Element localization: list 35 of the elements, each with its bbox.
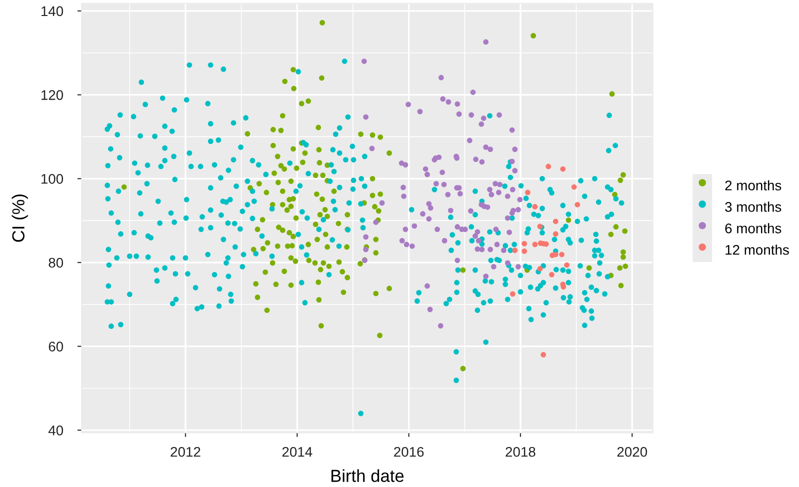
point [560,166,566,172]
point [522,240,528,246]
x-tick-label: 2018 [506,446,536,457]
point [532,242,538,248]
x-tick-label: 2016 [394,446,424,457]
x-tick-label: 2014 [282,446,312,457]
point [525,190,530,196]
point [552,231,558,237]
point [532,204,538,210]
point [546,164,552,170]
point [537,266,543,272]
x-tick-label: 2020 [617,446,648,457]
y-axis-title: CI (%) [12,194,28,242]
point [512,248,518,254]
legend-label: 2 months [725,180,782,190]
point [549,272,554,278]
legend-label: 3 months [725,202,782,212]
x-axis-title: Birth date [331,469,404,482]
x-tick-label: 2012 [170,446,200,457]
y-tick-label: 40 [48,426,64,436]
point [559,252,564,258]
y-tick-label: 120 [41,90,64,100]
point [510,291,516,297]
legend-label: 12 months [726,244,789,255]
point [540,352,546,358]
legend-label: 6 months [725,223,782,234]
y-tick-label: 100 [41,174,64,184]
point [574,202,580,208]
point [564,262,570,268]
point [552,218,558,224]
point [571,184,577,190]
y-tick-label: 140 [41,6,64,16]
y-tick-label: 80 [48,258,64,268]
point [522,248,528,254]
y-tick-label: 60 [48,342,64,352]
